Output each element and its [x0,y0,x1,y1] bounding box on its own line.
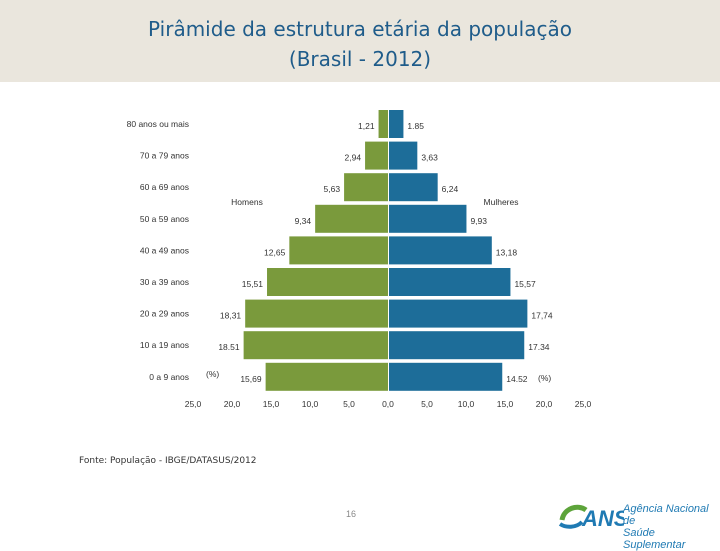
bar-mulheres [389,236,492,265]
bar-mulheres [389,173,438,202]
bar-homens [265,362,388,391]
category-label: 20 a 29 anos [140,309,189,319]
data-label-mulheres: 17,74 [531,311,553,321]
source-note: Fonte: População - IBGE/DATASUS/2012 [79,456,257,466]
unit-label-right: (%) [538,373,551,383]
legend-homens: Homens [231,197,263,207]
bar-mulheres [389,204,467,233]
x-tick-label: 20,0 [536,399,553,409]
ans-logo: ANS Agência Nacional de Saúde Suplementa… [556,498,716,551]
bar-homens [245,299,388,328]
data-label-homens: 15,69 [240,374,262,384]
category-label: 70 a 79 anos [140,151,189,161]
category-label: 50 a 59 anos [140,214,189,224]
bar-mulheres [389,110,404,138]
category-label: 10 a 19 anos [140,340,189,350]
data-label-mulheres: 15,57 [514,279,536,289]
logo-line-1: Agência Nacional de [623,503,709,527]
title-line-2: (Brasil - 2012) [288,47,432,71]
data-label-homens: 1,21 [358,121,375,131]
category-label: 0 a 9 anos [149,372,189,382]
x-tick-label: 10,0 [458,399,475,409]
bar-homens [267,268,388,296]
data-label-homens: 2,94 [345,153,362,163]
x-tick-label: 15,0 [497,399,514,409]
title-line-1: Pirâmide da estrutura etária da populaçã… [148,17,572,41]
data-label-mulheres: 14.52 [506,374,528,384]
data-label-homens: 15,51 [242,279,264,289]
x-tick-label: 20,0 [224,399,241,409]
x-tick-label: 5,0 [421,399,433,409]
bar-homens [315,204,388,233]
logo-abbr: ANS [581,506,624,531]
x-tick-label: 25,0 [575,399,592,409]
page-number: 16 [346,509,357,519]
data-label-homens: 18.51 [218,342,240,352]
logo-line-2: Saúde Suplementar [623,527,686,551]
data-label-mulheres: 6,24 [442,184,459,194]
page-title: Pirâmide da estrutura etária da populaçã… [0,14,720,74]
bar-mulheres [389,299,528,328]
unit-label-left: (%) [206,369,219,379]
category-label: 40 a 49 anos [140,245,189,255]
ans-logo-mark-icon: ANS [558,504,629,531]
bar-homens [243,331,388,360]
data-label-mulheres: 17.34 [528,342,550,352]
bar-mulheres [389,141,418,170]
bar-mulheres [389,362,503,391]
header-band: Pirâmide da estrutura etária da populaçã… [0,0,720,82]
bar-mulheres [389,331,525,360]
category-label: 30 a 39 anos [140,277,189,287]
x-tick-label: 5,0 [343,399,355,409]
logo-text: Agência Nacional de Saúde Suplementar [623,503,716,551]
data-label-homens: 12,65 [264,247,286,257]
data-label-mulheres: 9,93 [470,216,487,226]
data-label-mulheres: 13,18 [496,247,518,257]
category-label: 80 anos ou mais [127,119,189,129]
category-label: 60 a 69 anos [140,182,189,192]
legend-mulheres: Mulheres [484,197,519,207]
x-tick-label: 0,0 [382,399,394,409]
data-label-homens: 9,34 [295,216,312,226]
bar-homens [378,110,388,138]
x-tick-label: 15,0 [263,399,280,409]
data-label-mulheres: 3,63 [421,153,438,163]
data-label-mulheres: 1.85 [407,121,424,131]
data-label-homens: 5,63 [324,184,341,194]
x-tick-label: 10,0 [302,399,319,409]
bar-homens [365,141,388,170]
data-label-homens: 18,31 [220,311,242,321]
bar-homens [289,236,388,265]
bar-mulheres [389,268,511,296]
bar-homens [344,173,388,202]
x-tick-label: 25,0 [185,399,202,409]
